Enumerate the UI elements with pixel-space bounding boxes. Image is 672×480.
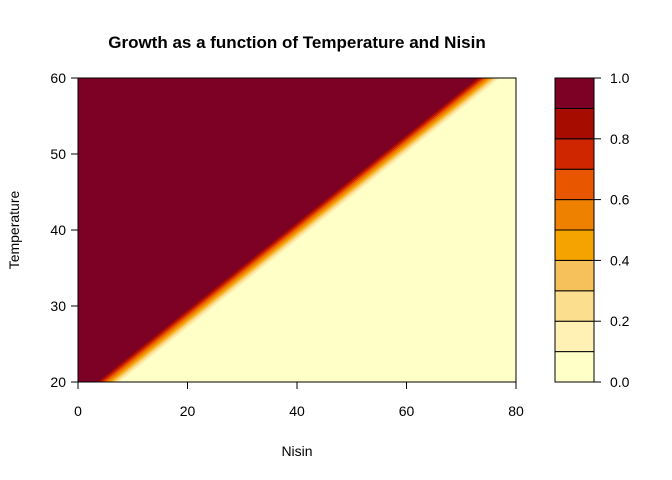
legend-swatch	[554, 107, 595, 140]
contour-band	[102, 78, 487, 382]
contour-band-group	[78, 78, 516, 382]
legend-tick-label: 0.2	[610, 313, 630, 329]
contour-band	[96, 78, 481, 382]
legend-tick-label: 0.8	[610, 131, 630, 147]
contour-band	[110, 78, 495, 382]
legend-swatch	[554, 351, 595, 383]
contour-band	[115, 78, 501, 382]
legend-tick-label: 0.0	[610, 374, 630, 390]
y-tick-label: 60	[50, 70, 66, 86]
legend-tick-label: 0.6	[610, 192, 630, 208]
legend-tick-label: 1.0	[610, 70, 630, 86]
x-axis-label: Nisin	[281, 443, 312, 459]
x-tick-label: 20	[180, 403, 196, 419]
plot-area	[77, 77, 517, 383]
legend-swatch	[554, 168, 595, 201]
contour-bands	[78, 78, 516, 382]
legend-swatch	[554, 229, 595, 261]
y-tick-label: 20	[50, 374, 66, 390]
contour-band	[78, 78, 479, 382]
contour-band	[99, 78, 484, 382]
legend-swatch	[554, 320, 595, 353]
x-tick-label: 0	[74, 403, 82, 419]
legend-swatch	[554, 259, 595, 292]
x-tick-label: 60	[399, 403, 415, 419]
y-axis: 20 30 40 50 60	[50, 70, 79, 390]
legend-swatch	[554, 199, 595, 231]
x-tick-label: 40	[289, 403, 305, 419]
color-legend: 0.0 0.2 0.4 0.6 0.8 1.0	[554, 70, 630, 390]
legend-swatch	[554, 77, 595, 109]
y-tick-label: 40	[50, 222, 66, 238]
contour-band	[104, 78, 490, 382]
legend-swatch	[554, 138, 595, 170]
x-tick-label: 80	[508, 403, 524, 419]
chart-title: Growth as a function of Temperature and …	[108, 33, 486, 52]
y-tick-label: 30	[50, 298, 66, 314]
x-axis: 0 20 40 60 80	[74, 381, 524, 419]
y-tick-label: 50	[50, 146, 66, 162]
legend-tick-label: 0.4	[610, 252, 630, 268]
legend-swatch	[554, 290, 595, 322]
contour-band	[107, 78, 492, 382]
y-axis-label: Temperature	[6, 190, 22, 269]
contour-band	[113, 78, 498, 382]
